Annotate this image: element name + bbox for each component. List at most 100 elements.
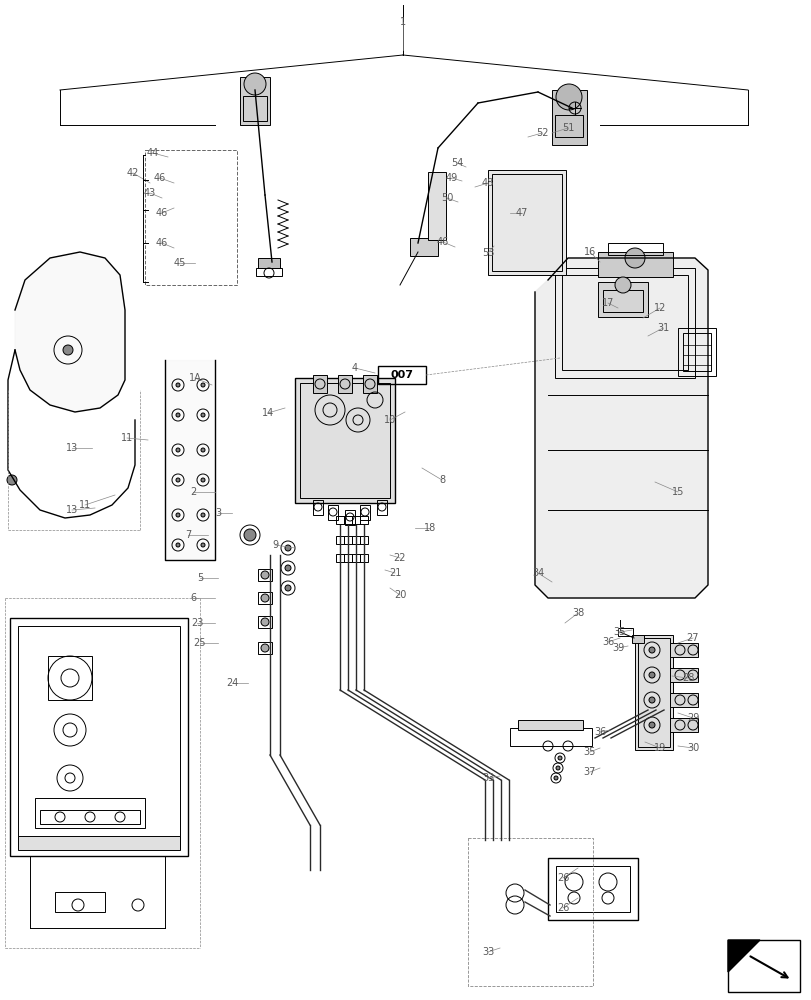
Bar: [378, 366, 426, 384]
Text: 36: 36: [601, 637, 613, 647]
Text: 27: 27: [686, 633, 698, 643]
Bar: [669, 643, 697, 657]
Bar: [48, 656, 92, 700]
Text: 4: 4: [351, 363, 358, 373]
Text: 31: 31: [656, 323, 668, 333]
Bar: [18, 626, 180, 848]
Circle shape: [614, 277, 630, 293]
Text: 20: 20: [393, 590, 406, 600]
Text: 37: 37: [583, 767, 595, 777]
Text: 35: 35: [583, 747, 595, 757]
Text: 12: 12: [653, 303, 665, 313]
Text: 2: 2: [190, 487, 196, 497]
Text: 35: 35: [613, 627, 625, 637]
Bar: [669, 718, 697, 732]
Circle shape: [176, 478, 180, 482]
Circle shape: [648, 672, 654, 678]
Text: 13: 13: [66, 443, 78, 453]
Circle shape: [285, 545, 290, 551]
Bar: [359, 505, 370, 520]
Circle shape: [260, 644, 268, 652]
Bar: [344, 554, 351, 562]
Bar: [631, 635, 643, 643]
Circle shape: [553, 776, 557, 780]
Circle shape: [556, 84, 581, 110]
Text: 21: 21: [388, 568, 401, 578]
Text: 25: 25: [194, 638, 206, 648]
Circle shape: [176, 513, 180, 517]
Circle shape: [7, 475, 17, 485]
Text: 9: 9: [272, 540, 277, 550]
Bar: [351, 516, 359, 524]
Bar: [336, 536, 344, 544]
Bar: [10, 618, 188, 856]
Bar: [145, 150, 237, 285]
Bar: [359, 536, 367, 544]
Bar: [509, 728, 591, 746]
Text: 34: 34: [531, 568, 543, 578]
Text: 52: 52: [535, 128, 547, 138]
Bar: [55, 892, 105, 912]
Text: 23: 23: [191, 618, 203, 628]
Circle shape: [176, 543, 180, 547]
Text: 30: 30: [686, 743, 698, 753]
Text: 51: 51: [561, 123, 573, 133]
Text: 11: 11: [79, 500, 91, 510]
Text: 19: 19: [653, 743, 665, 753]
Text: 24: 24: [225, 678, 238, 688]
Circle shape: [201, 478, 204, 482]
Text: 29: 29: [686, 713, 698, 723]
Text: 14: 14: [262, 408, 274, 418]
Polygon shape: [534, 258, 707, 598]
Bar: [682, 333, 710, 371]
Circle shape: [176, 413, 180, 417]
Text: 22: 22: [393, 553, 406, 563]
Bar: [344, 536, 351, 544]
Bar: [336, 554, 344, 562]
Bar: [35, 798, 145, 828]
Circle shape: [201, 543, 204, 547]
Bar: [487, 170, 565, 275]
Bar: [18, 836, 180, 850]
Text: 38: 38: [571, 608, 583, 618]
Text: 11: 11: [121, 433, 133, 443]
Text: 1: 1: [400, 17, 406, 27]
Bar: [634, 635, 672, 750]
Bar: [607, 243, 663, 255]
Text: 33: 33: [481, 773, 494, 783]
Text: 39: 39: [611, 643, 624, 653]
Text: 7: 7: [185, 530, 191, 540]
Bar: [517, 720, 582, 730]
Text: 18: 18: [423, 523, 436, 533]
Bar: [258, 592, 272, 604]
Bar: [351, 536, 359, 544]
Circle shape: [176, 448, 180, 452]
Bar: [328, 505, 337, 520]
Circle shape: [201, 448, 204, 452]
Circle shape: [260, 571, 268, 579]
Text: 46: 46: [156, 208, 168, 218]
Circle shape: [648, 722, 654, 728]
Text: 54: 54: [450, 158, 462, 168]
Circle shape: [243, 73, 266, 95]
Text: 46: 46: [436, 237, 448, 247]
Text: 49: 49: [445, 173, 457, 183]
Bar: [617, 628, 633, 636]
Text: 16: 16: [583, 247, 595, 257]
Bar: [561, 275, 687, 370]
Bar: [351, 554, 359, 562]
Text: 13: 13: [66, 505, 78, 515]
Bar: [359, 516, 367, 524]
Bar: [258, 642, 272, 654]
Text: 45: 45: [174, 258, 186, 268]
Bar: [363, 375, 376, 393]
Bar: [556, 866, 629, 912]
Text: 8: 8: [439, 475, 444, 485]
Polygon shape: [165, 360, 215, 560]
Bar: [240, 77, 270, 125]
Text: 43: 43: [144, 188, 156, 198]
Bar: [677, 328, 715, 376]
Text: 3: 3: [215, 508, 221, 518]
Bar: [727, 940, 799, 992]
Bar: [255, 268, 281, 276]
